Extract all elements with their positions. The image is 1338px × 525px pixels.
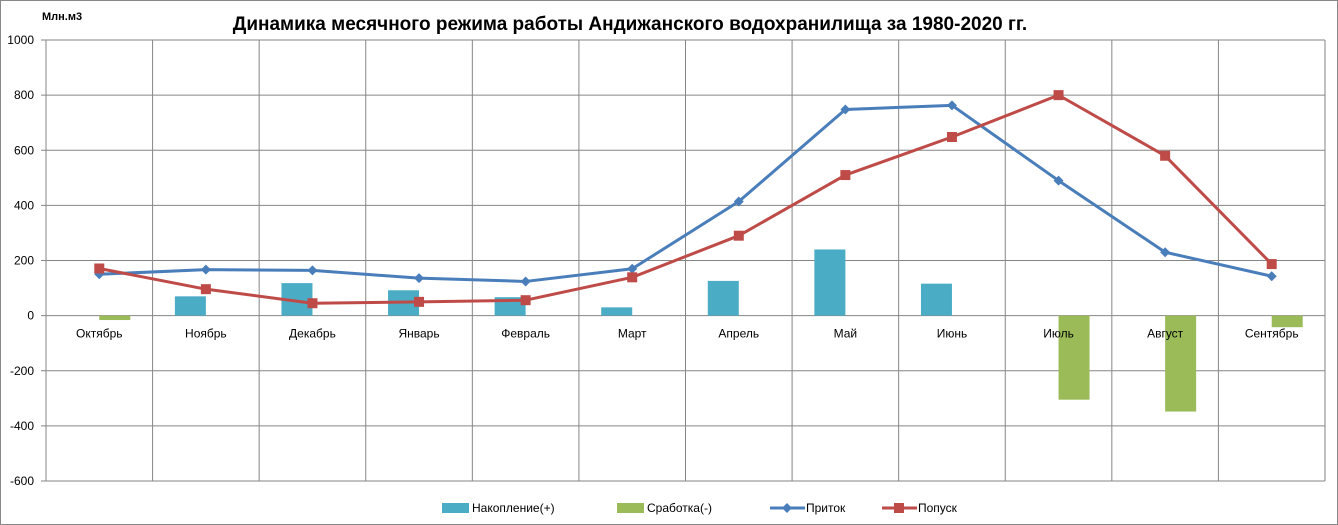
y-tick-label: 200 bbox=[14, 254, 34, 268]
y-tick-label: 800 bbox=[14, 88, 34, 102]
bar-nakoplenie bbox=[601, 307, 633, 316]
x-tick-label: Сентябрь bbox=[1245, 327, 1299, 341]
point-popusk bbox=[520, 295, 531, 306]
line-popusk bbox=[99, 93, 1273, 305]
x-tick-label: Январь bbox=[398, 327, 439, 341]
point-pritok bbox=[200, 264, 211, 275]
point-popusk bbox=[1053, 90, 1064, 101]
legend-marker-diamond bbox=[782, 503, 792, 513]
point-popusk bbox=[1160, 150, 1171, 161]
gridlines bbox=[41, 39, 1326, 482]
x-tick-label: Март bbox=[618, 327, 647, 341]
x-tick-label: Май bbox=[834, 327, 858, 341]
legend-swatch bbox=[617, 503, 644, 513]
x-tick-label: Декабрь bbox=[289, 327, 336, 341]
bar-srabotka bbox=[1271, 315, 1303, 328]
point-pritok bbox=[840, 104, 851, 115]
y-tick-label: 400 bbox=[14, 198, 34, 212]
x-tick-label: Июнь bbox=[937, 327, 968, 341]
legend: Накопление(+) Сработка(-) Приток Попуск bbox=[442, 501, 958, 515]
point-pritok bbox=[307, 265, 318, 276]
x-tick-label: Ноябрь bbox=[185, 327, 227, 341]
bars bbox=[99, 249, 1303, 412]
bar-nakoplenie bbox=[814, 249, 846, 316]
x-tick-label: Февраль bbox=[501, 327, 550, 341]
point-popusk bbox=[627, 272, 638, 283]
x-tick-label: Июль bbox=[1043, 327, 1074, 341]
y-tick-label: -400 bbox=[10, 419, 34, 433]
point-pritok bbox=[946, 100, 957, 111]
point-pritok bbox=[627, 263, 638, 274]
line-pritok bbox=[99, 103, 1273, 283]
point-popusk bbox=[1266, 259, 1277, 270]
tick-labels: 1000 800 600 400 200 0 -200 -400 -600 Октябрь Нояб… bbox=[7, 33, 1298, 488]
point-pritok bbox=[733, 196, 744, 207]
point-popusk bbox=[414, 296, 425, 307]
y-tick-label: 0 bbox=[27, 309, 34, 323]
point-pritok bbox=[1266, 271, 1277, 282]
legend-label: Накопление(+) bbox=[472, 501, 555, 515]
point-popusk bbox=[733, 230, 744, 241]
bar-srabotka bbox=[1058, 315, 1090, 400]
bar-srabotka bbox=[1165, 315, 1197, 412]
point-popusk bbox=[946, 132, 957, 143]
point-pritok bbox=[1160, 247, 1171, 258]
legend-marker-square bbox=[894, 503, 904, 513]
chart-title: Динамика месячного режима работы Андижан… bbox=[233, 14, 1027, 35]
y-tick-label: 1000 bbox=[7, 33, 34, 47]
legend-label: Попуск bbox=[918, 501, 958, 515]
point-pritok bbox=[1053, 175, 1064, 186]
point-popusk bbox=[840, 170, 851, 181]
bar-nakoplenie bbox=[920, 283, 952, 316]
x-tick-label: Апрель bbox=[718, 327, 759, 341]
point-pritok bbox=[520, 276, 531, 287]
bar-nakoplenie bbox=[174, 296, 206, 316]
point-popusk bbox=[200, 284, 211, 295]
x-tick-label: Октябрь bbox=[76, 327, 123, 341]
point-pritok bbox=[414, 273, 425, 284]
y-axis-label: Млн.м3 bbox=[42, 11, 82, 23]
y-tick-label: -600 bbox=[10, 474, 34, 488]
point-popusk bbox=[307, 298, 318, 309]
legend-label: Приток bbox=[806, 501, 846, 515]
lines bbox=[94, 90, 1277, 309]
point-popusk bbox=[94, 263, 105, 274]
bar-nakoplenie bbox=[707, 280, 739, 316]
legend-swatch bbox=[442, 503, 469, 513]
y-tick-label: 600 bbox=[14, 143, 34, 157]
legend-label: Сработка(-) bbox=[647, 501, 712, 515]
y-tick-label: -200 bbox=[10, 364, 34, 378]
x-tick-label: Август bbox=[1147, 327, 1184, 341]
bar-srabotka bbox=[99, 315, 131, 321]
